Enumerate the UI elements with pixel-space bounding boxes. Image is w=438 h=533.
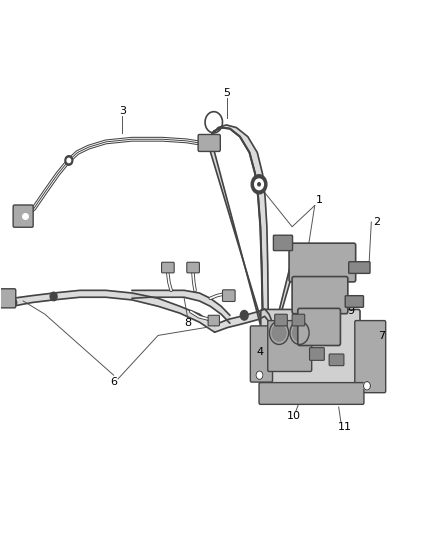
FancyBboxPatch shape (208, 316, 219, 326)
Circle shape (254, 179, 263, 190)
Text: 6: 6 (110, 376, 117, 386)
FancyBboxPatch shape (349, 262, 370, 273)
FancyBboxPatch shape (13, 205, 33, 227)
Text: 11: 11 (337, 422, 351, 432)
Text: 10: 10 (287, 411, 301, 421)
Polygon shape (132, 290, 230, 323)
Text: 9: 9 (347, 305, 354, 316)
FancyBboxPatch shape (345, 296, 364, 308)
FancyBboxPatch shape (268, 320, 312, 372)
Text: 8: 8 (184, 318, 191, 328)
Text: 1: 1 (316, 195, 323, 205)
FancyBboxPatch shape (251, 326, 272, 382)
Text: 7: 7 (378, 332, 385, 342)
Circle shape (251, 175, 267, 194)
FancyBboxPatch shape (198, 134, 220, 151)
Text: 4: 4 (257, 348, 264, 358)
FancyBboxPatch shape (273, 235, 293, 251)
FancyBboxPatch shape (329, 354, 344, 366)
Text: 2: 2 (373, 217, 380, 227)
Circle shape (240, 311, 248, 320)
Circle shape (293, 324, 307, 341)
FancyBboxPatch shape (275, 314, 287, 326)
FancyBboxPatch shape (259, 383, 364, 405)
FancyBboxPatch shape (292, 277, 348, 314)
Circle shape (67, 158, 71, 163)
Text: 14: 14 (307, 317, 321, 327)
Circle shape (364, 382, 371, 390)
FancyBboxPatch shape (292, 314, 305, 326)
Polygon shape (208, 125, 268, 327)
FancyBboxPatch shape (223, 290, 235, 302)
FancyBboxPatch shape (289, 243, 356, 282)
Polygon shape (12, 290, 215, 332)
FancyBboxPatch shape (187, 262, 199, 273)
Text: 3: 3 (119, 106, 126, 116)
Circle shape (65, 156, 73, 165)
FancyBboxPatch shape (0, 289, 16, 308)
Polygon shape (273, 343, 317, 390)
Circle shape (258, 183, 260, 186)
FancyBboxPatch shape (310, 348, 324, 360)
Circle shape (50, 292, 57, 301)
Circle shape (272, 324, 286, 341)
FancyBboxPatch shape (261, 310, 360, 399)
Text: 5: 5 (223, 87, 230, 98)
FancyBboxPatch shape (162, 262, 174, 273)
Polygon shape (215, 309, 271, 332)
FancyBboxPatch shape (355, 320, 386, 393)
Circle shape (256, 371, 263, 379)
Polygon shape (208, 143, 293, 333)
FancyBboxPatch shape (298, 309, 340, 345)
